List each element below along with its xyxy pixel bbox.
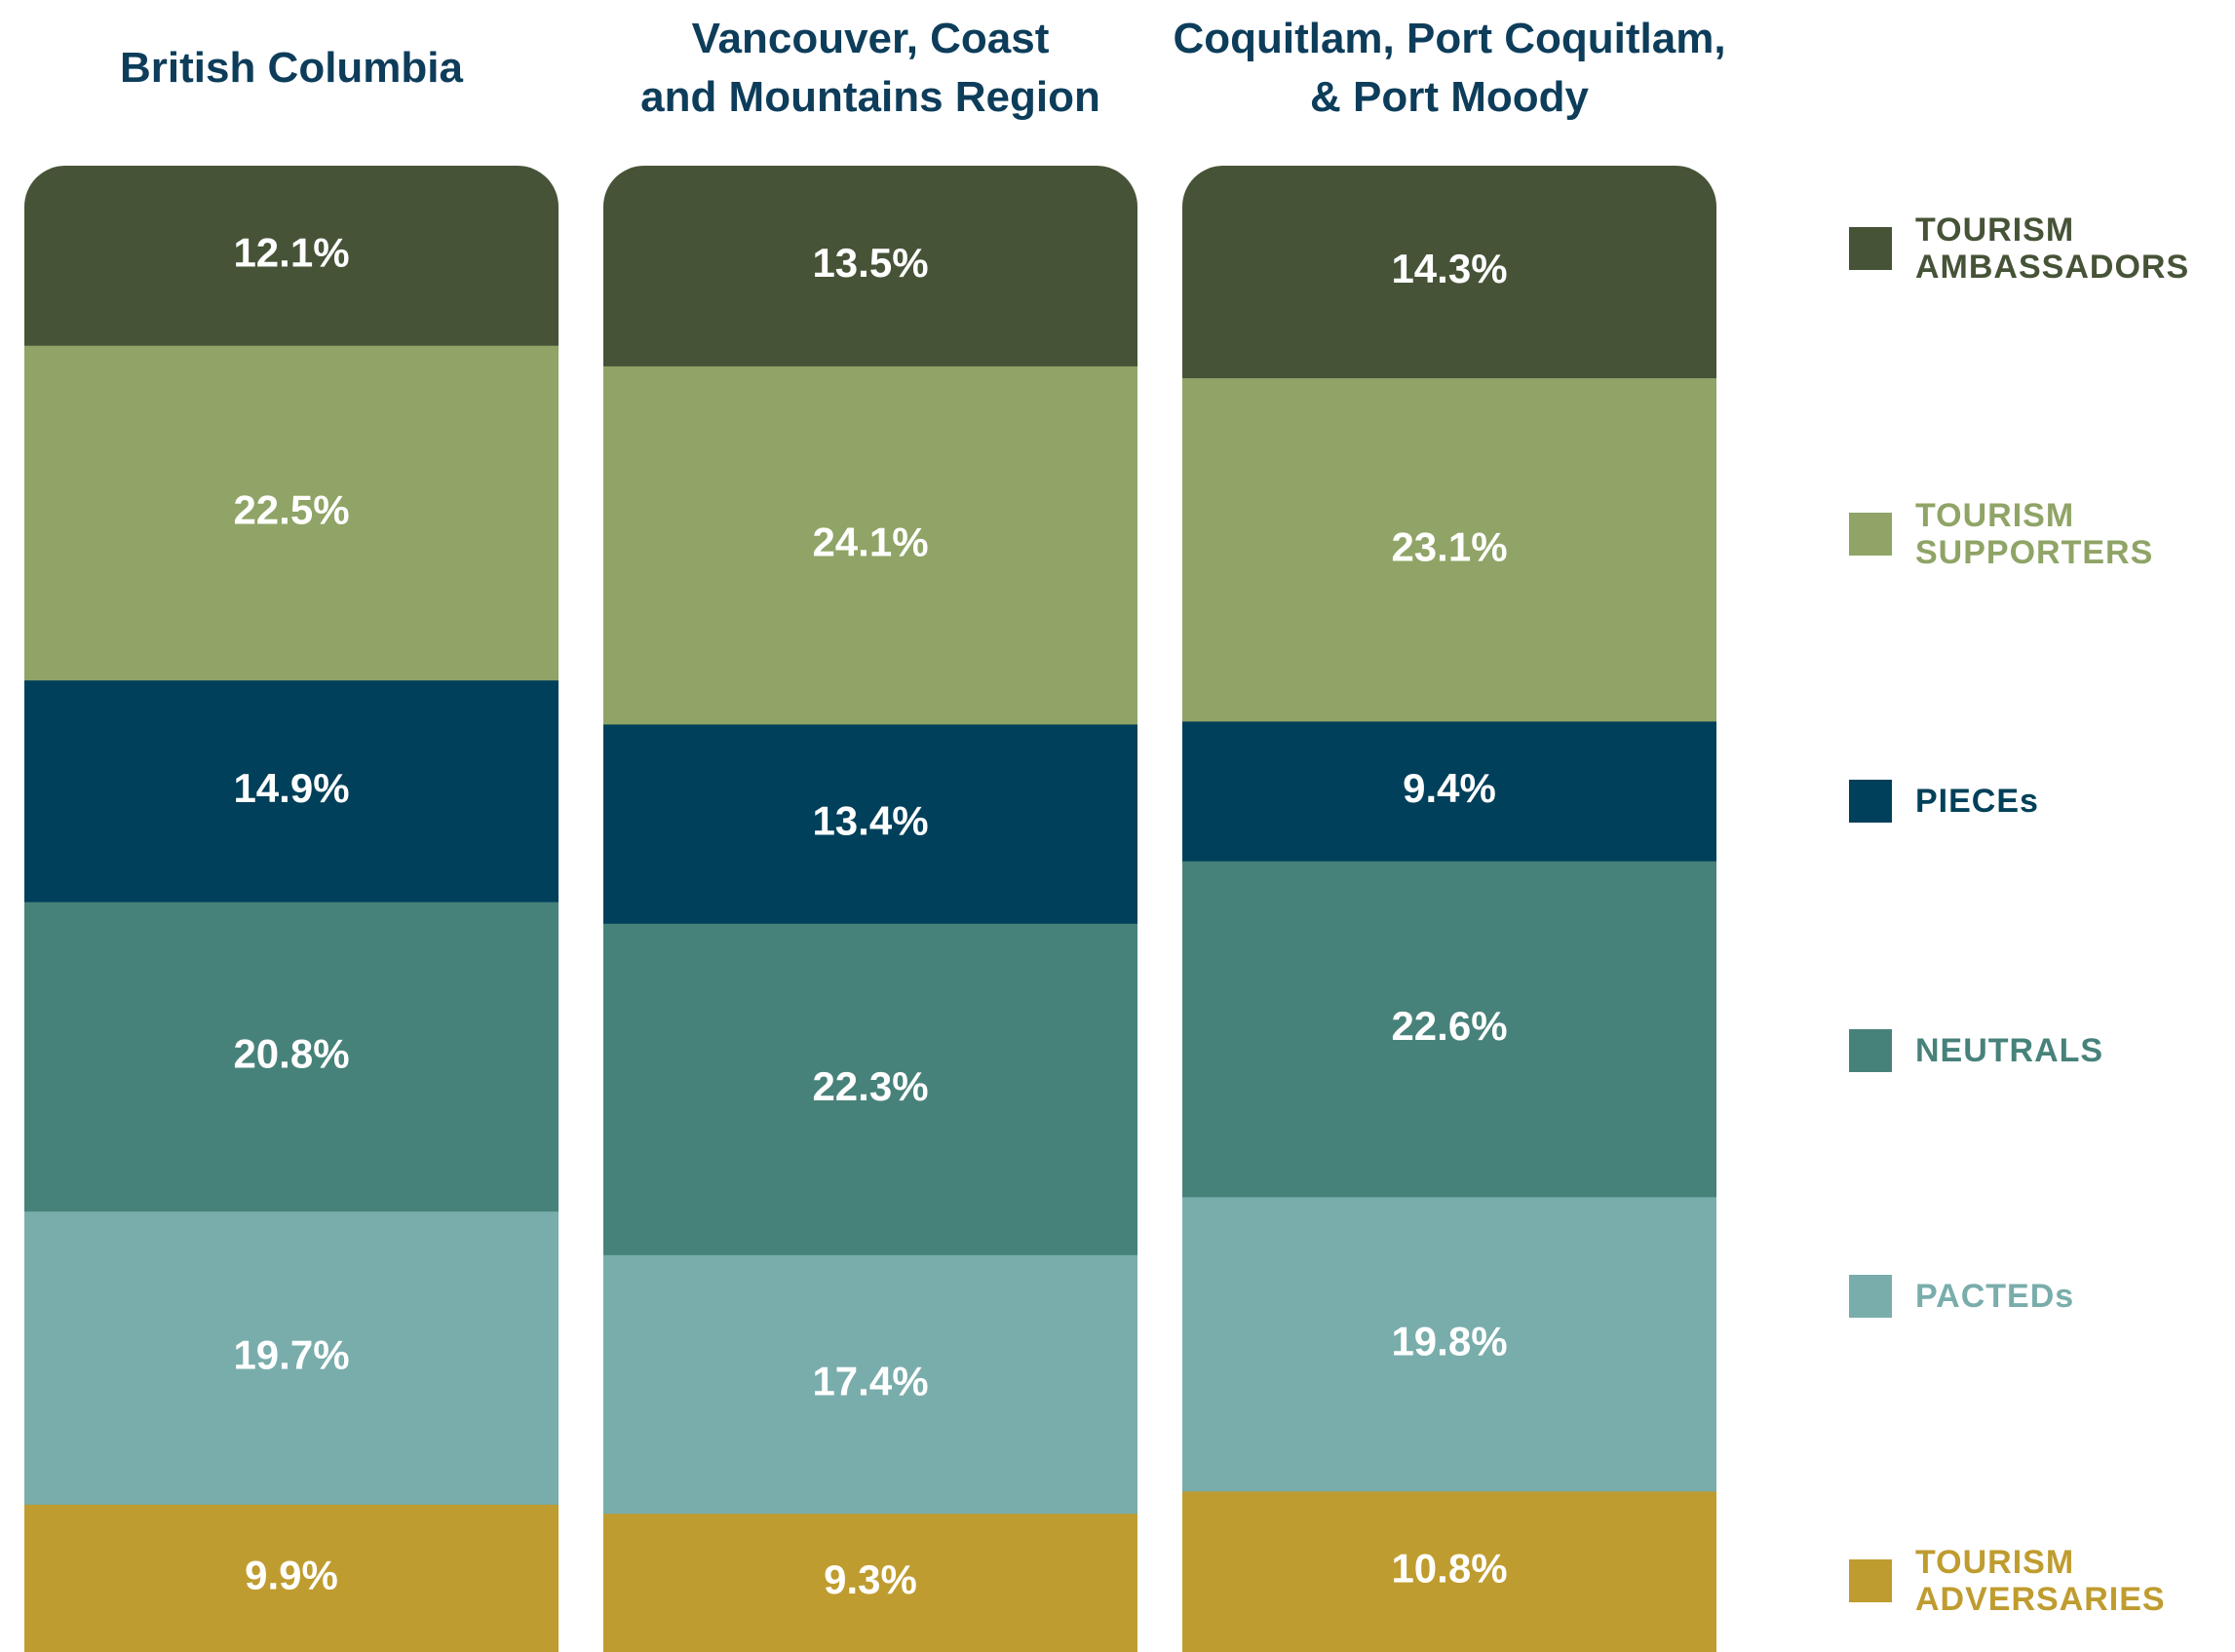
- data-label: 20.8%: [233, 1030, 349, 1076]
- data-label: 9.9%: [245, 1553, 338, 1598]
- bar-segment: [24, 166, 559, 347]
- stacked-bar: [603, 166, 1137, 1652]
- legend-label: TOURISM AMBASSADORS: [1915, 211, 2190, 286]
- legend-item: TOURISM SUPPORTERS: [1849, 490, 2208, 578]
- data-label: 14.9%: [233, 765, 349, 811]
- legend-swatch: [1849, 1559, 1892, 1602]
- data-label: 23.1%: [1391, 523, 1507, 569]
- legend-item: TOURISM ADVERSARIES: [1849, 1537, 2208, 1625]
- legend-item: PACTEDs: [1849, 1252, 2208, 1340]
- legend-swatch: [1849, 513, 1892, 556]
- stacked-bar: [1182, 166, 1716, 1652]
- data-label: 19.8%: [1391, 1318, 1507, 1364]
- legend-swatch: [1849, 780, 1892, 823]
- bar-segment: [1182, 1197, 1716, 1492]
- legend-label: TOURISM ADVERSARIES: [1915, 1544, 2166, 1618]
- legend-item: TOURISM AMBASSADORS: [1849, 205, 2208, 292]
- column-title: Vancouver, Coast and Mountains Region: [640, 15, 1100, 121]
- data-label: 14.3%: [1391, 246, 1507, 291]
- data-label: 9.4%: [1403, 765, 1496, 811]
- bar-segment: [603, 166, 1137, 367]
- bar-segment: [1182, 166, 1716, 379]
- legend-item: PIECEs: [1849, 757, 2208, 845]
- bar-segment: [24, 902, 559, 1212]
- data-label: 10.8%: [1391, 1546, 1507, 1592]
- bar-segment: [1182, 861, 1716, 1198]
- legend-label: TOURISM SUPPORTERS: [1915, 497, 2154, 571]
- column-title: British Columbia: [119, 44, 464, 92]
- column-title: Coquitlam, Port Coquitlam, & Port Moody: [1173, 15, 1726, 121]
- legend-item: NEUTRALS: [1849, 1007, 2208, 1095]
- legend-swatch: [1849, 1029, 1892, 1072]
- bar-segment: [603, 923, 1137, 1256]
- chart: 12.1% 22.5% 14.9% 20.8% 19.7% 9.9% 13.5% 24.1% 1…: [24, 166, 1716, 1652]
- data-label: 24.1%: [812, 519, 928, 565]
- legend-label: PIECEs: [1915, 783, 2039, 820]
- bar-segment: [24, 680, 559, 903]
- bar-segment: [24, 1504, 559, 1652]
- bar-segment: [603, 1514, 1137, 1652]
- stacked-bar: [24, 166, 559, 1652]
- bar-segment: [1182, 378, 1716, 722]
- legend-label: NEUTRALS: [1915, 1032, 2104, 1069]
- legend-label: PACTEDs: [1915, 1278, 2075, 1315]
- data-label: 9.3%: [824, 1556, 917, 1602]
- data-label: 13.5%: [812, 240, 928, 286]
- data-label: 22.3%: [812, 1063, 928, 1109]
- data-label: 13.4%: [812, 798, 928, 844]
- data-label: 17.4%: [812, 1359, 928, 1404]
- data-label: 22.6%: [1391, 1003, 1507, 1049]
- bar-segment: [603, 365, 1137, 725]
- legend-swatch: [1849, 1275, 1892, 1318]
- bar-segment: [1182, 721, 1716, 863]
- data-label: 12.1%: [233, 229, 349, 275]
- bar-segment: [603, 1254, 1137, 1515]
- bar-segment: [603, 724, 1137, 925]
- data-label: 22.5%: [233, 487, 349, 533]
- bar-segment: [24, 1211, 559, 1506]
- legend-swatch: [1849, 227, 1892, 270]
- data-label: 19.7%: [233, 1332, 349, 1378]
- bar-segment: [1182, 1491, 1716, 1652]
- bar-segment: [24, 345, 559, 681]
